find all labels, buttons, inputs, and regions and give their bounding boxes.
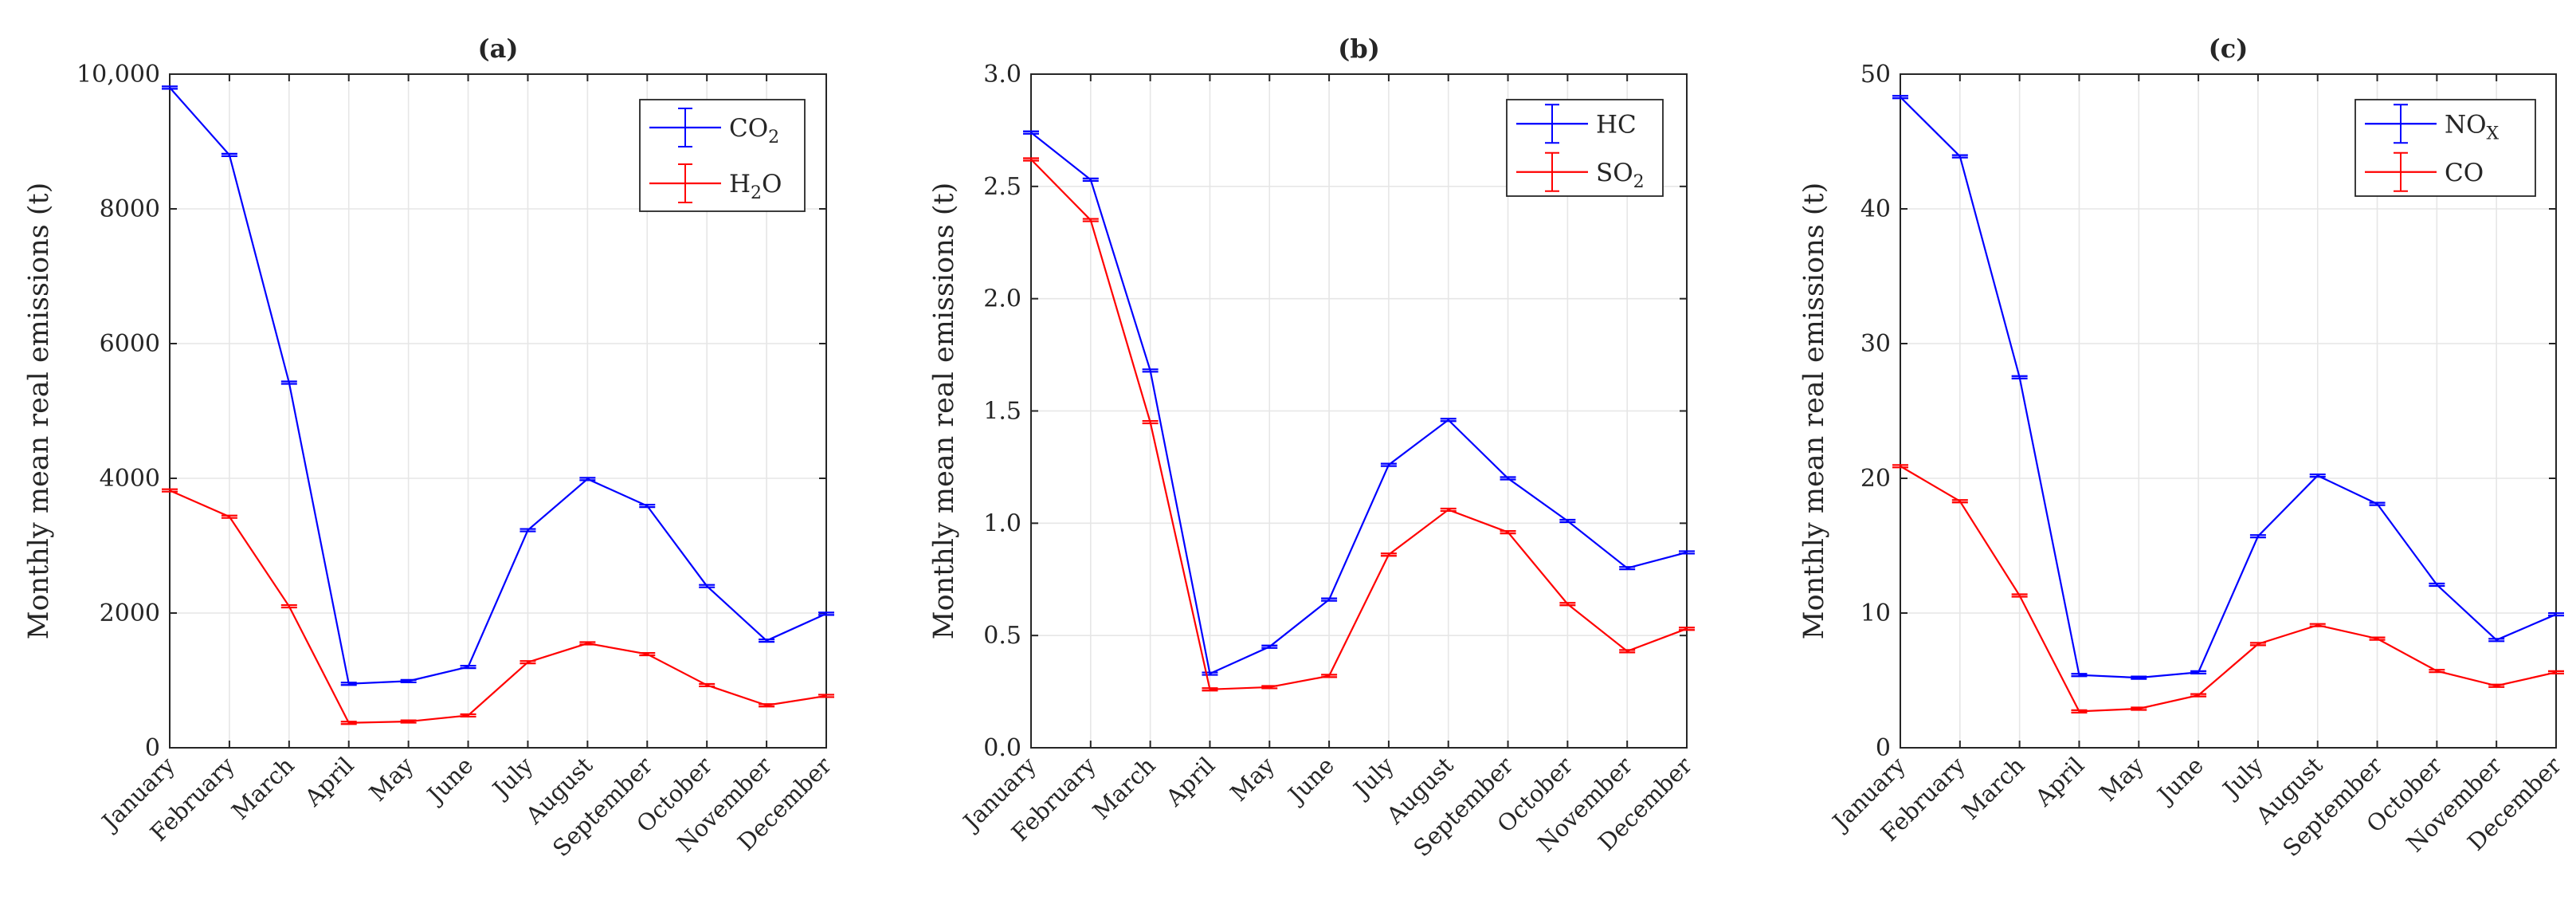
legend-label-name: CO: [2445, 159, 2484, 187]
series-line: [169, 87, 827, 685]
series-1: [1023, 130, 1695, 676]
y-tick-label: 0.5: [983, 622, 1021, 650]
legend-label-name: CO: [729, 114, 768, 143]
series-line: [1900, 96, 2557, 679]
panel-title: (a): [477, 33, 518, 64]
series-1: [1892, 95, 2564, 680]
y-tick-label: 2.0: [983, 285, 1021, 313]
legend-box: [639, 99, 806, 212]
x-tick-label-june: June: [1281, 752, 1339, 810]
series-2: [1023, 157, 1695, 692]
panel-title: (b): [1338, 33, 1380, 64]
x-tick-label-june: June: [421, 752, 479, 810]
legend-label: HC: [1596, 110, 1637, 139]
y-tick-label: 4000: [100, 465, 160, 493]
y-tick-label: 30: [1860, 330, 1891, 358]
series-line: [1030, 132, 1688, 675]
y-axis-title: Monthly mean real emissions (t): [1798, 183, 1830, 640]
legend-label-subscript: 2: [751, 183, 762, 203]
legend-label-name: SO: [1596, 159, 1633, 187]
series-2: [1892, 464, 2564, 713]
legend-label-subscript: X: [2487, 124, 2500, 143]
legend-label-subscript: 2: [1633, 172, 1645, 192]
series-2: [162, 488, 834, 725]
x-tick-label-march: March: [1957, 752, 2030, 825]
y-axis-title: Monthly mean real emissions (t): [928, 183, 960, 640]
x-tick-label-march: March: [226, 752, 300, 825]
y-tick-label: 1.0: [983, 509, 1021, 537]
y-tick-label: 10: [1860, 599, 1891, 627]
panel-title: (c): [2209, 33, 2249, 64]
y-tick-label: 10,000: [76, 61, 160, 88]
plot-area-frame: [169, 73, 827, 749]
x-tick-label-april: April: [1160, 752, 1221, 812]
x-tick-label-may: May: [2094, 751, 2149, 806]
plot-area-frame: [1900, 73, 2557, 749]
series-line: [169, 489, 827, 724]
x-tick-label-april: April: [299, 752, 359, 812]
y-tick-label: 0.0: [983, 734, 1021, 762]
y-tick-label: 1.5: [983, 398, 1021, 426]
y-axis-title: Monthly mean real emissions (t): [23, 183, 55, 640]
y-tick-label: 0: [1876, 734, 1891, 762]
x-tick-label-may: May: [364, 751, 419, 806]
legend-label-subscript: 2: [768, 128, 779, 147]
legend-box: [1506, 99, 1664, 197]
legend-label-name: H: [729, 170, 751, 199]
y-tick-label: 40: [1860, 195, 1891, 223]
legend-label-name: NO: [2445, 110, 2487, 139]
series-1: [162, 85, 834, 686]
x-tick-label-march: March: [1088, 752, 1161, 825]
y-tick-label: 6000: [100, 330, 160, 358]
chart-panel-1: 0200040006000800010,000JanuaryFebruaryMa…: [23, 33, 837, 862]
x-tick-label-may: May: [1225, 751, 1280, 806]
legend-label-name: HC: [1596, 110, 1637, 139]
y-tick-label: 2.5: [983, 173, 1021, 201]
legend-label: SO2: [1596, 159, 1645, 192]
x-tick-label-july: July: [1347, 751, 1399, 804]
x-tick-label-june: June: [2151, 752, 2209, 810]
legend-box: [2354, 99, 2536, 197]
x-tick-label-july: July: [2216, 751, 2268, 804]
legend-label: NOX: [2445, 110, 2500, 143]
x-tick-label-july: July: [486, 751, 539, 804]
chart-panel-2: 0.00.51.01.52.02.53.0JanuaryFebruaryMarc…: [928, 33, 1697, 862]
series-line: [1030, 159, 1688, 690]
y-tick-label: 50: [1860, 61, 1891, 88]
y-tick-label: 2000: [100, 599, 160, 627]
y-tick-label: 20: [1860, 465, 1891, 493]
legend: HC SO2: [1506, 99, 1664, 197]
legend-label-suffix: O: [762, 170, 782, 199]
series-line: [1900, 465, 2557, 713]
y-tick-label: 8000: [100, 195, 160, 223]
y-tick-label: 3.0: [983, 61, 1021, 88]
legend-label: CO: [2445, 159, 2484, 187]
y-tick-label: 0: [145, 734, 160, 762]
legend-label: CO2: [729, 114, 779, 147]
x-tick-label-april: April: [2029, 752, 2090, 812]
legend-label: H2O: [729, 170, 782, 203]
